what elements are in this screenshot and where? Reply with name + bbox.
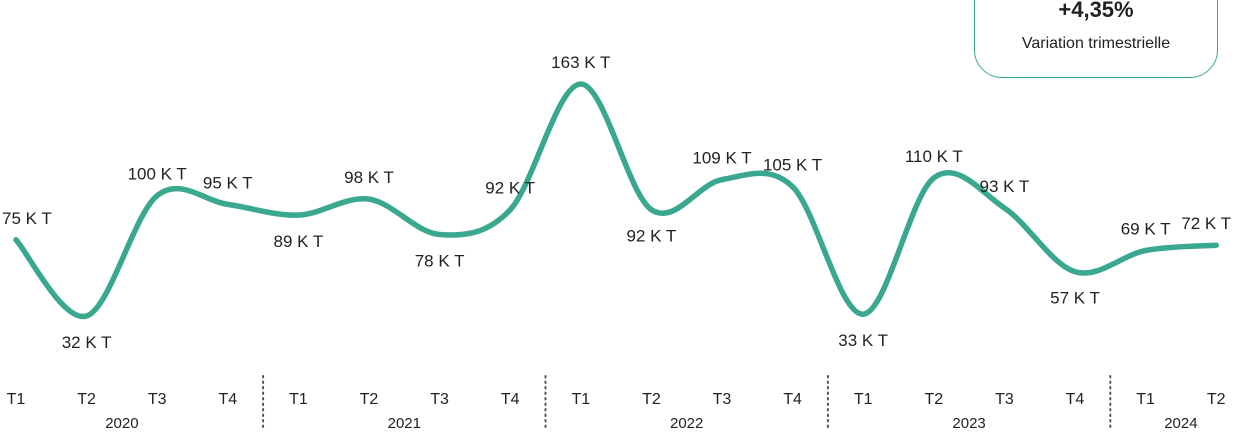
x-tick-label: T4 <box>1066 391 1085 408</box>
data-label: 69 K T <box>1121 220 1171 239</box>
data-label: 32 K T <box>62 333 112 352</box>
data-label: 98 K T <box>344 168 394 187</box>
x-tick-label: T2 <box>924 391 943 408</box>
x-tick-label: T3 <box>713 391 732 408</box>
data-label: 163 K T <box>551 53 610 72</box>
x-tick-label: T4 <box>783 391 802 408</box>
x-tick-label: T3 <box>995 391 1014 408</box>
data-label: 92 K T <box>485 179 535 198</box>
data-label: 92 K T <box>627 227 677 246</box>
kpi-value: +4,35% <box>1058 0 1134 22</box>
x-tick-label: T2 <box>77 391 96 408</box>
x-tick-label: T3 <box>430 391 449 408</box>
x-tick-label: T1 <box>7 391 26 408</box>
data-label: 93 K T <box>980 177 1030 196</box>
series-line <box>13 81 1219 320</box>
kpi-card: +4,35% Variation trimestrielle <box>974 0 1218 78</box>
x-tick-label: T1 <box>289 391 308 408</box>
data-label: 105 K T <box>763 156 822 175</box>
data-label: 110 K T <box>905 147 963 166</box>
x-tick-label: T1 <box>854 391 873 408</box>
year-label: 2020 <box>105 415 138 432</box>
year-label: 2023 <box>952 415 985 432</box>
data-label: 78 K T <box>415 252 465 271</box>
data-label: 95 K T <box>203 173 253 192</box>
x-tick-label: T4 <box>501 391 520 408</box>
year-label: 2022 <box>670 415 703 432</box>
data-label: 109 K T <box>692 149 751 168</box>
year-label: 2024 <box>1164 415 1197 432</box>
x-tick-label: T1 <box>1136 391 1155 408</box>
x-tick-label: T1 <box>571 391 590 408</box>
x-tick-label: T3 <box>148 391 167 408</box>
data-label: 75 K T <box>2 209 52 228</box>
kpi-label: Variation trimestrielle <box>1021 35 1171 52</box>
data-label: 89 K T <box>274 232 324 251</box>
x-tick-label: T4 <box>218 391 237 408</box>
data-label: 72 K T <box>1181 214 1231 233</box>
data-label: 33 K T <box>838 331 888 350</box>
data-label: 57 K T <box>1050 289 1100 308</box>
year-label: 2021 <box>388 415 421 432</box>
x-tick-label: T2 <box>1207 391 1226 408</box>
x-tick-label: T2 <box>642 391 661 408</box>
x-tick-label: T2 <box>360 391 379 408</box>
data-label: 100 K T <box>128 165 187 184</box>
